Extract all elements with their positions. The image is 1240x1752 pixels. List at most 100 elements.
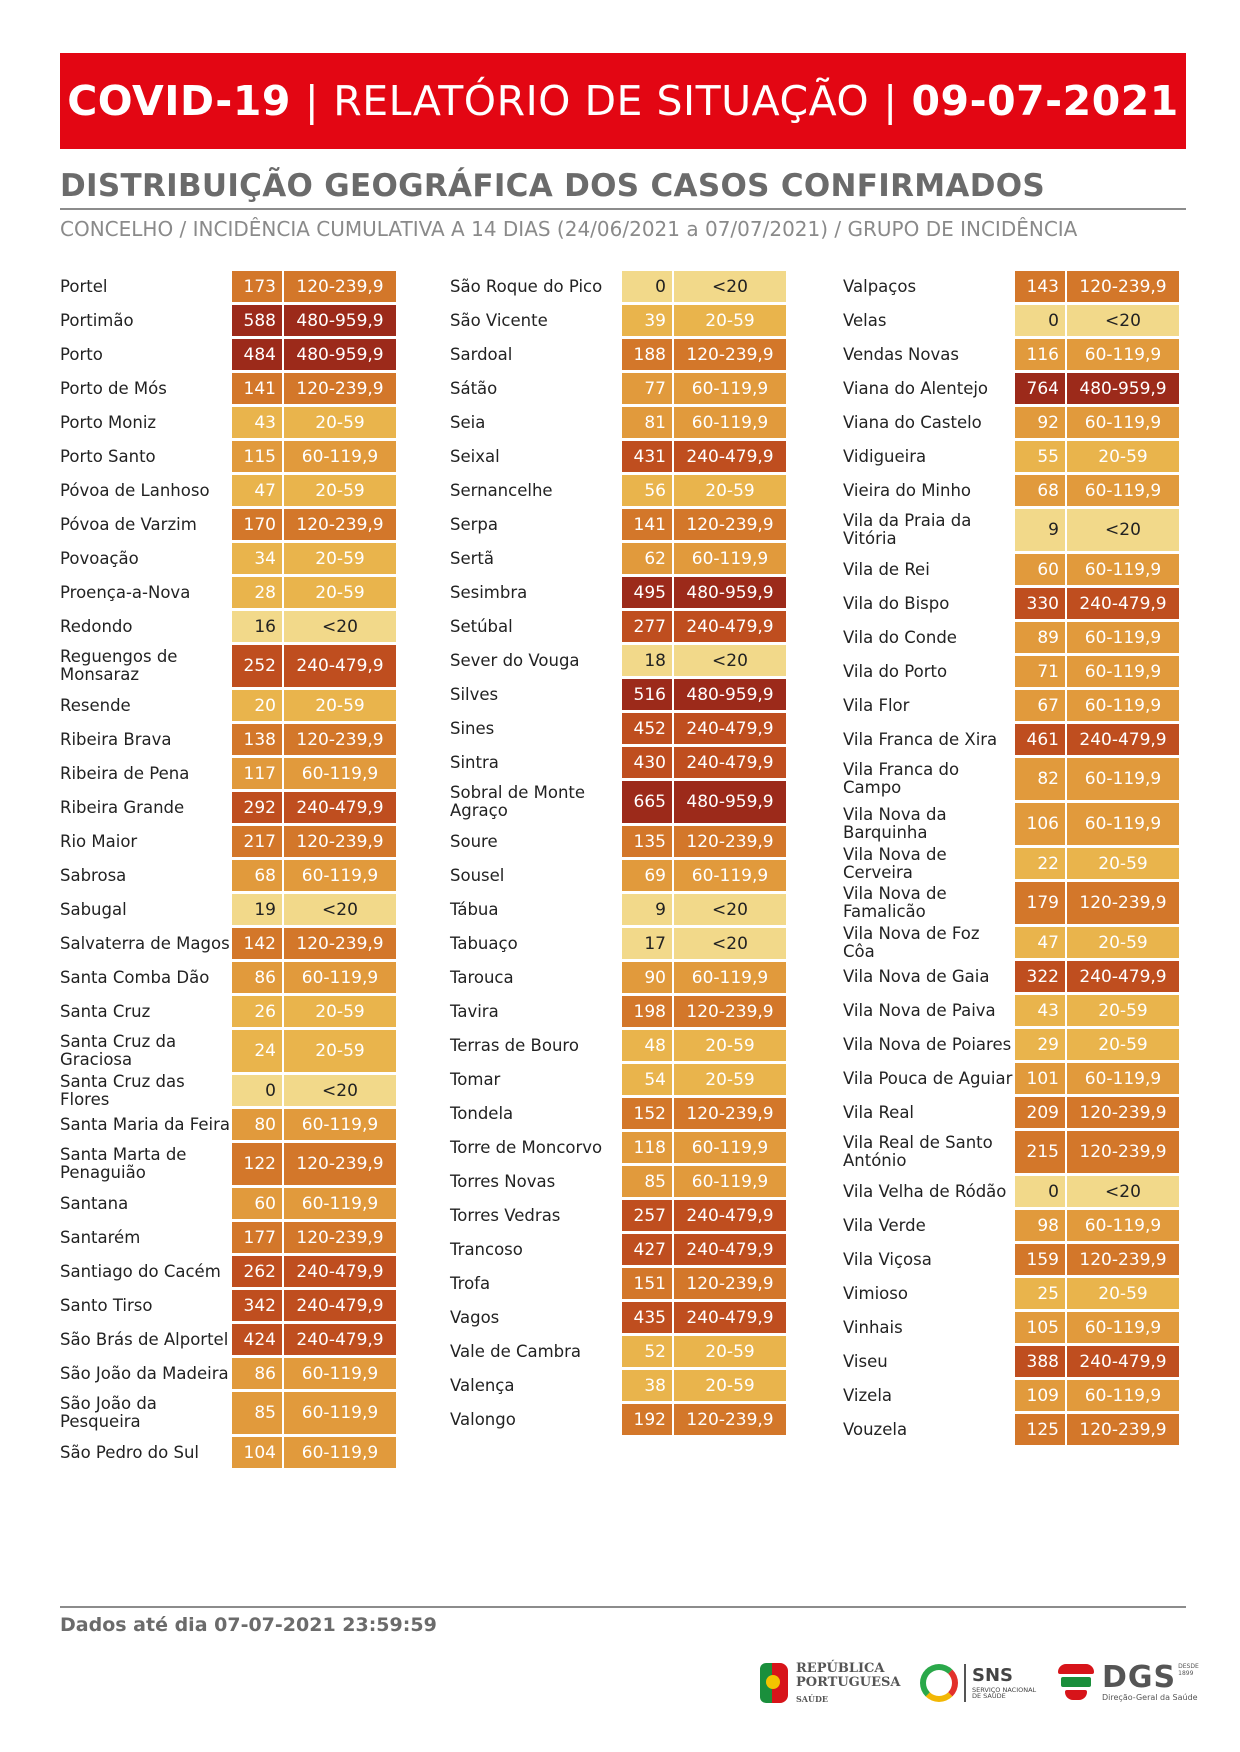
incidence-value: 484 bbox=[232, 339, 282, 370]
municipality-name: Reguengos de Monsaraz bbox=[60, 647, 178, 684]
municipality-name: Trancoso bbox=[450, 1239, 523, 1259]
incidence-value: 104 bbox=[232, 1437, 282, 1468]
municipality-name: São Pedro do Sul bbox=[60, 1442, 200, 1462]
table-row: Redondo 16 <20 bbox=[60, 611, 396, 642]
municipality-name: Vila da Praia da Vitória bbox=[843, 511, 972, 548]
municipality-name: Porto Moniz bbox=[60, 412, 157, 432]
table-row: Vila do Bispo 330 240-479,9 bbox=[843, 588, 1179, 619]
municipality-name: Sabugal bbox=[60, 899, 127, 919]
incidence-group: 20-59 bbox=[674, 1030, 786, 1061]
municipality-name: Velas bbox=[843, 310, 887, 330]
table-row: Setúbal 277 240-479,9 bbox=[450, 611, 786, 642]
municipality-name: São João da Madeira bbox=[60, 1363, 229, 1383]
sns-ring-icon bbox=[920, 1664, 958, 1702]
table-row: Viana do Castelo 92 60-119,9 bbox=[843, 407, 1179, 438]
table-row: São Vicente 39 20-59 bbox=[450, 305, 786, 336]
incidence-value: 28 bbox=[232, 577, 282, 608]
table-row: Santa Comba Dão 86 60-119,9 bbox=[60, 962, 396, 993]
table-row: São Brás de Alportel 424 240-479,9 bbox=[60, 1324, 396, 1355]
incidence-group: <20 bbox=[674, 645, 786, 676]
table-row: Salvaterra de Magos 142 120-239,9 bbox=[60, 928, 396, 959]
table-row: Sertã 62 60-119,9 bbox=[450, 543, 786, 574]
table-row: Sátão 77 60-119,9 bbox=[450, 373, 786, 404]
table-row: Vila do Conde 89 60-119,9 bbox=[843, 622, 1179, 653]
incidence-group: 480-959,9 bbox=[674, 781, 786, 823]
incidence-group: 60-119,9 bbox=[284, 1437, 396, 1468]
incidence-value: 142 bbox=[232, 928, 282, 959]
incidence-group: <20 bbox=[1067, 1176, 1179, 1207]
incidence-group: 60-119,9 bbox=[284, 860, 396, 891]
table-row: Vila Velha de Ródão 0 <20 bbox=[843, 1176, 1179, 1207]
incidence-group: 20-59 bbox=[284, 577, 396, 608]
sns-main-label: SNS bbox=[972, 1664, 1013, 1686]
table-row: Ribeira Grande 292 240-479,9 bbox=[60, 792, 396, 823]
incidence-value: 85 bbox=[232, 1392, 282, 1434]
municipality-name: Redondo bbox=[60, 616, 133, 636]
municipality-name: São Brás de Alportel bbox=[60, 1329, 229, 1349]
incidence-group: 120-239,9 bbox=[1067, 1244, 1179, 1275]
incidence-group: 120-239,9 bbox=[1067, 1131, 1179, 1173]
incidence-group: 60-119,9 bbox=[284, 758, 396, 789]
incidence-group: 240-479,9 bbox=[674, 441, 786, 472]
incidence-group: <20 bbox=[1067, 509, 1179, 551]
incidence-value: 0 bbox=[1015, 1176, 1065, 1207]
incidence-value: 430 bbox=[622, 747, 672, 778]
table-row: São Pedro do Sul 104 60-119,9 bbox=[60, 1437, 396, 1468]
incidence-group: <20 bbox=[284, 611, 396, 642]
incidence-value: 43 bbox=[1015, 995, 1065, 1026]
table-row: Santarém 177 120-239,9 bbox=[60, 1222, 396, 1253]
municipality-name: Tabuaço bbox=[450, 933, 518, 953]
incidence-group: 60-119,9 bbox=[674, 407, 786, 438]
incidence-group: 480-959,9 bbox=[284, 305, 396, 336]
incidence-group: 60-119,9 bbox=[1067, 758, 1179, 800]
incidence-group: 20-59 bbox=[1067, 848, 1179, 879]
table-row: Terras de Bouro 48 20-59 bbox=[450, 1030, 786, 1061]
incidence-value: 60 bbox=[1015, 554, 1065, 585]
incidence-group: 240-479,9 bbox=[284, 1324, 396, 1355]
municipality-name: Viseu bbox=[843, 1351, 888, 1371]
municipality-name: Vinhais bbox=[843, 1317, 903, 1337]
table-row: Sabrosa 68 60-119,9 bbox=[60, 860, 396, 891]
incidence-group: 20-59 bbox=[1067, 927, 1179, 958]
incidence-group: 20-59 bbox=[674, 1370, 786, 1401]
incidence-value: 29 bbox=[1015, 1029, 1065, 1060]
report-header-banner: COVID-19 | RELATÓRIO DE SITUAÇÃO | 09-07… bbox=[60, 53, 1186, 149]
incidence-group: 60-119,9 bbox=[1067, 656, 1179, 687]
municipality-column-1: Portel 173 120-239,9 Portimão 588 480-959,9 Po… bbox=[60, 271, 396, 1471]
municipality-name: Sintra bbox=[450, 752, 499, 772]
municipality-name: Vila do Bispo bbox=[843, 593, 950, 613]
municipality-name: Portimão bbox=[60, 310, 134, 330]
incidence-value: 588 bbox=[232, 305, 282, 336]
dgs-main-label: DGS bbox=[1102, 1659, 1177, 1695]
incidence-value: 435 bbox=[622, 1302, 672, 1333]
incidence-group: 60-119,9 bbox=[1067, 407, 1179, 438]
municipality-name: Vagos bbox=[450, 1307, 500, 1327]
table-row: Tavira 198 120-239,9 bbox=[450, 996, 786, 1027]
incidence-value: 18 bbox=[622, 645, 672, 676]
table-row: Sever do Vouga 18 <20 bbox=[450, 645, 786, 676]
portuguese-flag-emblem-icon bbox=[760, 1662, 788, 1703]
incidence-group: 60-119,9 bbox=[284, 441, 396, 472]
table-row: Vila de Rei 60 60-119,9 bbox=[843, 554, 1179, 585]
incidence-group: 240-479,9 bbox=[674, 1302, 786, 1333]
table-row: Vouzela 125 120-239,9 bbox=[843, 1414, 1179, 1445]
municipality-name: Viana do Alentejo bbox=[843, 378, 989, 398]
incidence-group: <20 bbox=[674, 928, 786, 959]
incidence-group: 240-479,9 bbox=[1067, 961, 1179, 992]
table-row: Sousel 69 60-119,9 bbox=[450, 860, 786, 891]
incidence-value: 101 bbox=[1015, 1063, 1065, 1094]
municipality-name: Valença bbox=[450, 1375, 515, 1395]
incidence-group: 60-119,9 bbox=[674, 1132, 786, 1163]
incidence-value: 135 bbox=[622, 826, 672, 857]
incidence-value: 34 bbox=[232, 543, 282, 574]
table-row: Santa Maria da Feira 80 60-119,9 bbox=[60, 1109, 396, 1140]
table-row: Sines 452 240-479,9 bbox=[450, 713, 786, 744]
municipality-name: Silves bbox=[450, 684, 499, 704]
dgs-since-label: DESDE bbox=[1178, 1662, 1199, 1670]
incidence-value: 47 bbox=[232, 475, 282, 506]
incidence-group: 60-119,9 bbox=[1067, 803, 1179, 845]
municipality-name: Vila Nova de Foz Côa bbox=[843, 923, 980, 961]
table-row: Povoação 34 20-59 bbox=[60, 543, 396, 574]
table-row: Tarouca 90 60-119,9 bbox=[450, 962, 786, 993]
incidence-group: 480-959,9 bbox=[1067, 373, 1179, 404]
